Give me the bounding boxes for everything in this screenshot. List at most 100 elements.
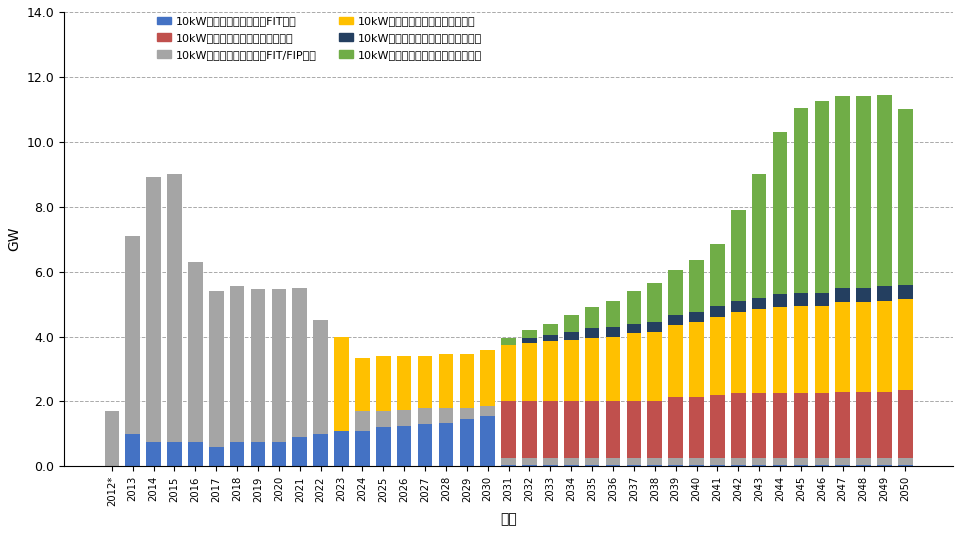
Bar (460, 419, 474, 466)
Bar (752, 174, 766, 297)
Bar (585, 328, 599, 338)
Bar (731, 458, 746, 465)
Bar (334, 431, 348, 466)
Bar (585, 465, 599, 466)
Bar (856, 458, 871, 465)
Bar (835, 288, 850, 302)
Bar (647, 283, 662, 322)
Bar (627, 458, 641, 465)
Bar (856, 96, 871, 288)
Bar (710, 395, 725, 458)
Bar (668, 270, 683, 316)
Bar (355, 411, 370, 431)
Bar (689, 312, 704, 322)
Bar (689, 260, 704, 312)
Bar (710, 244, 725, 306)
Bar (689, 458, 704, 465)
Bar (522, 458, 537, 465)
Bar (856, 392, 871, 458)
Bar (543, 342, 558, 401)
Bar (898, 109, 913, 285)
Bar (126, 236, 140, 434)
Bar (668, 458, 683, 465)
Bar (564, 465, 579, 466)
Bar (376, 356, 391, 411)
Bar (794, 293, 808, 306)
Bar (251, 289, 265, 442)
Bar (835, 392, 850, 458)
Bar (480, 406, 495, 416)
Bar (293, 437, 307, 466)
Bar (877, 301, 892, 392)
Bar (835, 458, 850, 465)
Bar (794, 458, 808, 465)
Bar (835, 302, 850, 392)
Bar (731, 393, 746, 458)
Bar (439, 423, 453, 466)
Bar (731, 465, 746, 466)
Bar (814, 293, 829, 306)
Bar (877, 465, 892, 466)
Bar (229, 442, 245, 466)
Bar (752, 309, 766, 393)
Bar (585, 338, 599, 401)
Bar (167, 442, 181, 466)
Bar (585, 401, 599, 458)
Bar (376, 411, 391, 427)
Bar (647, 322, 662, 332)
Bar (126, 434, 140, 466)
Legend: 10kW未満新規（年間）：FIT電源, 10kW未満新規（年間）：自立導入, 10kW以上新規（年間）：FIT/FIP電源, 10kW以上新規（年間）：自立導入: 10kW未満新規（年間）：FIT電源, 10kW未満新規（年間）：自立導入, 1… (153, 12, 487, 64)
Bar (522, 343, 537, 401)
Bar (731, 312, 746, 393)
Bar (835, 465, 850, 466)
Bar (313, 434, 328, 466)
Bar (773, 308, 787, 393)
Bar (898, 458, 913, 465)
Bar (146, 177, 161, 442)
Bar (689, 465, 704, 466)
Bar (856, 465, 871, 466)
Bar (293, 288, 307, 437)
Bar (773, 294, 787, 308)
Bar (814, 101, 829, 293)
Bar (396, 409, 412, 426)
Bar (856, 302, 871, 392)
Bar (167, 174, 181, 442)
Bar (773, 458, 787, 465)
Bar (877, 95, 892, 286)
Bar (731, 301, 746, 312)
Bar (585, 308, 599, 328)
Bar (898, 390, 913, 458)
Bar (814, 306, 829, 393)
Bar (752, 297, 766, 309)
Bar (668, 397, 683, 458)
Bar (209, 291, 224, 447)
Bar (794, 465, 808, 466)
Bar (606, 336, 620, 401)
Bar (627, 291, 641, 324)
Bar (543, 324, 558, 335)
Bar (814, 458, 829, 465)
Bar (627, 465, 641, 466)
Bar (522, 338, 537, 343)
Bar (898, 465, 913, 466)
Bar (898, 285, 913, 299)
Bar (355, 431, 370, 466)
Bar (501, 458, 516, 465)
Bar (752, 393, 766, 458)
Bar (606, 301, 620, 327)
Bar (606, 465, 620, 466)
Bar (251, 442, 265, 466)
Bar (794, 306, 808, 393)
Bar (334, 336, 348, 431)
Bar (418, 424, 432, 466)
Bar (606, 458, 620, 465)
Bar (814, 393, 829, 458)
Bar (543, 401, 558, 458)
Y-axis label: GW: GW (7, 227, 21, 252)
Bar (710, 306, 725, 317)
Bar (543, 458, 558, 465)
Bar (439, 354, 453, 408)
Bar (460, 354, 474, 408)
Bar (396, 356, 412, 409)
